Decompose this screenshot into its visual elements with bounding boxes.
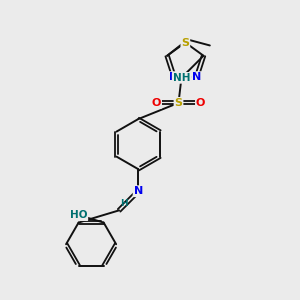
- Text: O: O: [196, 98, 205, 108]
- Text: N: N: [169, 72, 179, 82]
- Text: O: O: [152, 98, 161, 108]
- Text: N: N: [192, 72, 201, 82]
- Text: H: H: [120, 199, 127, 208]
- Text: HO: HO: [70, 210, 87, 220]
- Text: N: N: [134, 186, 143, 196]
- Text: S: S: [181, 38, 189, 47]
- Text: S: S: [175, 98, 182, 108]
- Text: NH: NH: [173, 73, 190, 83]
